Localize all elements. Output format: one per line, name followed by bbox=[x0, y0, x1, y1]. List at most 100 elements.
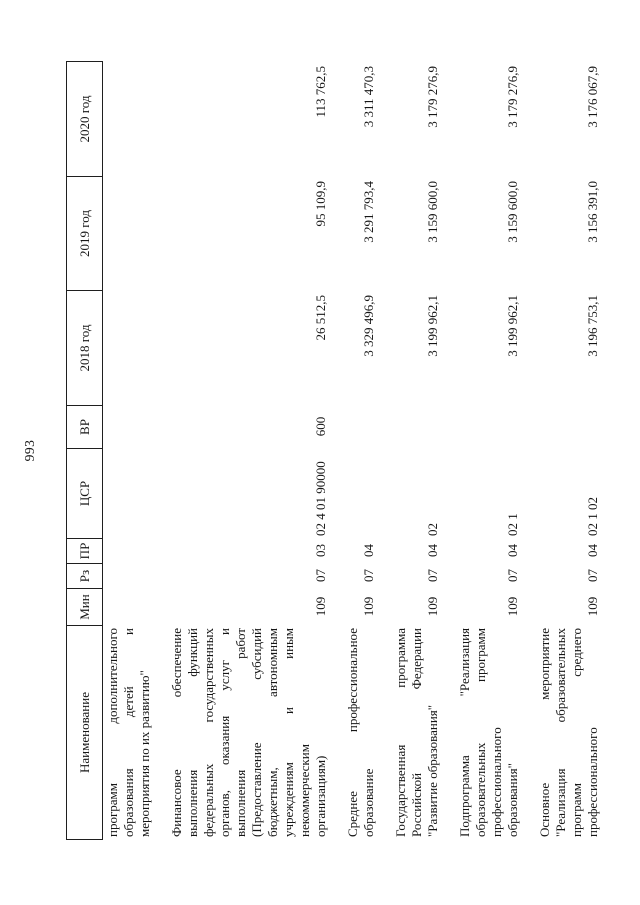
cell-y2020: 3 179 276,9 bbox=[505, 66, 520, 128]
table-row: Основное мероприятие "Реализация образовате… bbox=[537, 61, 601, 840]
name-line: образования" bbox=[505, 763, 520, 837]
name-word: образовательных bbox=[553, 628, 568, 723]
name-line: федеральных государственных bbox=[201, 628, 217, 837]
name-word: государственных bbox=[201, 628, 216, 723]
cell-min: 109 bbox=[313, 596, 328, 617]
name-line: профессионального bbox=[489, 628, 505, 837]
cell-name: Финансовое обеспечение выполнения функций фе… bbox=[169, 625, 329, 840]
name-line: Финансовое обеспечение bbox=[169, 628, 185, 837]
name-word: программ bbox=[473, 628, 488, 683]
name-line: "Развитие образования" bbox=[425, 704, 440, 837]
table-row: Государственная программа Российской Федера… bbox=[393, 61, 441, 840]
cell-y2019: 3 291 793,4 bbox=[361, 181, 376, 243]
cell-csr: 02 1 bbox=[505, 513, 520, 536]
name-word: выполнения bbox=[185, 769, 200, 837]
name-word: и bbox=[217, 628, 232, 635]
name-word: органов, bbox=[217, 790, 232, 837]
cell-name: Основное мероприятие "Реализация образовате… bbox=[537, 625, 601, 840]
name-line: Российской Федерации bbox=[409, 628, 425, 837]
name-word: бюджетным, bbox=[265, 767, 280, 837]
name-line: образование bbox=[361, 768, 376, 837]
name-word: выполнения bbox=[233, 769, 248, 837]
name-word: автономным bbox=[265, 628, 280, 697]
table-row: Финансовое обеспечение выполнения функций фе… bbox=[169, 61, 329, 840]
cell-y2018: 3 196 753,1 bbox=[585, 295, 600, 357]
name-line: Государственная программа bbox=[393, 628, 409, 837]
table-row: программ дополнительного образования детей и… bbox=[105, 61, 153, 840]
name-line: (Предоставление субсидий bbox=[249, 628, 265, 837]
cell-min: 109 bbox=[505, 596, 520, 617]
cell-csr: 02 4 01 90000 bbox=[313, 461, 328, 536]
cell-y2020: 3 311 470,3 bbox=[361, 66, 376, 128]
cell-y2019: 3 159 600,0 bbox=[505, 181, 520, 243]
name-word: (Предоставление bbox=[249, 742, 264, 837]
column-header-name: Наименование bbox=[66, 625, 103, 840]
name-line: выполнения работ bbox=[233, 628, 249, 837]
cell-csr: 02 bbox=[425, 523, 440, 536]
name-line: некоммерческим bbox=[297, 628, 313, 837]
name-word: иным bbox=[281, 628, 296, 659]
cell-y2020: 3 176 067,9 bbox=[585, 66, 600, 128]
name-line: органов, оказания услуг и bbox=[217, 628, 233, 837]
cell-y2018: 3 329 496,9 bbox=[361, 295, 376, 357]
name-word: некоммерческим bbox=[297, 744, 312, 837]
cell-pr: 04 bbox=[505, 544, 520, 557]
name-line: выполнения функций bbox=[185, 628, 201, 837]
cell-csr: 02 1 02 bbox=[585, 497, 600, 536]
name-word: Основное bbox=[537, 782, 552, 837]
cell-rz: 07 bbox=[505, 569, 520, 582]
cell-min: 109 bbox=[425, 596, 440, 617]
table-row: Среднее профессиональное образование 109 07 0… bbox=[345, 61, 377, 840]
cell-rz: 07 bbox=[425, 569, 440, 582]
name-word: образования bbox=[121, 768, 136, 837]
name-line: Подпрограмма "Реализация bbox=[457, 628, 473, 837]
name-word: мероприятие bbox=[537, 628, 552, 700]
page-number: 993 bbox=[22, 439, 37, 462]
column-header-rz: Рз bbox=[66, 563, 103, 588]
name-line: мероприятия по их развитию" bbox=[137, 670, 152, 837]
name-word: образовательных bbox=[473, 742, 488, 837]
name-word: "Реализация bbox=[553, 768, 568, 837]
name-word: работ bbox=[233, 628, 248, 659]
cell-rz: 07 bbox=[585, 569, 600, 582]
cell-name: программ дополнительного образования детей и… bbox=[105, 625, 153, 840]
column-header-csr: ЦСР bbox=[66, 448, 103, 538]
cell-pr: 03 bbox=[313, 544, 328, 557]
name-line: профессионального bbox=[585, 727, 600, 837]
name-line: образования детей и bbox=[121, 628, 137, 837]
name-word: федеральных bbox=[201, 763, 216, 837]
table-header-row: Наименование Мин Рз ПР ЦСР ВР 2018 год 2… bbox=[66, 61, 103, 840]
cell-y2019: 3 159 600,0 bbox=[425, 181, 440, 243]
column-header-min: Мин bbox=[66, 588, 103, 625]
cell-rz: 07 bbox=[313, 569, 328, 582]
name-word: функций bbox=[185, 628, 200, 677]
cell-y2020: 113 762,5 bbox=[313, 66, 328, 118]
cell-name: Государственная программа Российской Федера… bbox=[393, 625, 441, 840]
name-line: учреждениям и иным bbox=[281, 628, 297, 837]
name-line: организациям) bbox=[313, 755, 328, 837]
name-word: Российской bbox=[409, 772, 424, 837]
name-word: услуг bbox=[217, 660, 232, 691]
name-line: бюджетным, автономным bbox=[265, 628, 281, 837]
name-word: программ bbox=[569, 782, 584, 837]
cell-y2020: 3 179 276,9 bbox=[425, 66, 440, 128]
name-word: Среднее bbox=[345, 791, 360, 837]
name-word: оказания bbox=[217, 715, 232, 765]
cell-vr: 600 bbox=[313, 416, 328, 437]
name-line: программ дополнительного bbox=[105, 628, 121, 837]
cell-y2018: 26 512,5 bbox=[313, 295, 328, 341]
cell-pr: 04 bbox=[585, 544, 600, 557]
name-word: Финансовое bbox=[169, 769, 184, 837]
name-word: программ bbox=[105, 782, 120, 837]
cell-y2019: 95 109,9 bbox=[313, 181, 328, 227]
name-word: профессионального bbox=[489, 727, 504, 837]
name-line: Основное мероприятие bbox=[537, 628, 553, 837]
cell-y2018: 3 199 962,1 bbox=[425, 295, 440, 357]
name-word: Государственная bbox=[393, 744, 408, 837]
cell-name: Среднее профессиональное образование bbox=[345, 625, 377, 840]
name-word: учреждениям bbox=[281, 762, 296, 837]
name-word: дополнительного bbox=[105, 628, 120, 724]
cell-pr: 04 bbox=[361, 544, 376, 557]
budget-table: Наименование Мин Рз ПР ЦСР ВР 2018 год 2… bbox=[66, 61, 617, 840]
